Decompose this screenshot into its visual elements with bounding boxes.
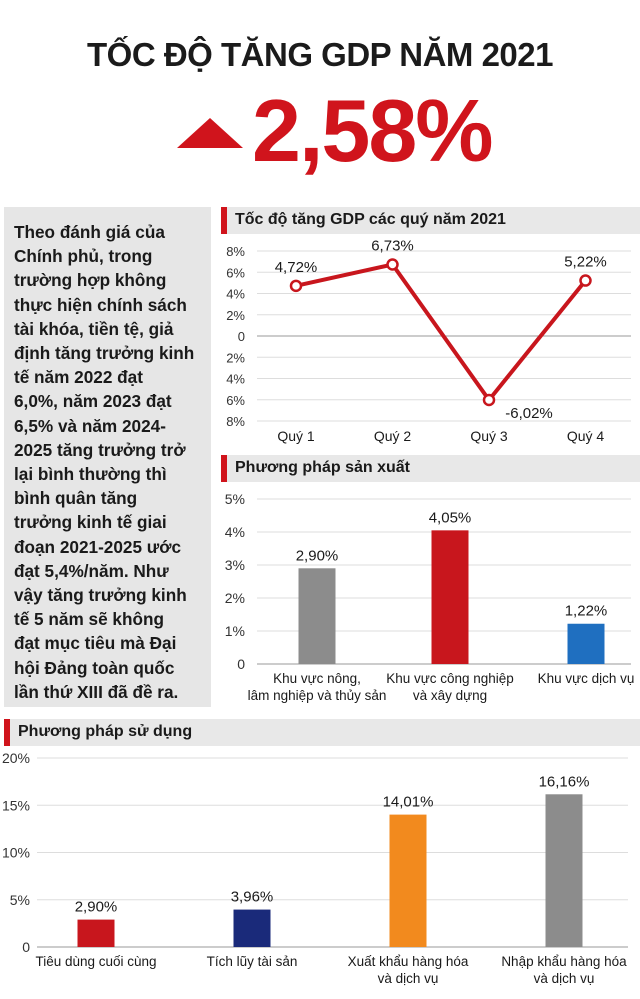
y-tick-label: 2%	[226, 308, 245, 323]
note-line: trường hợp không	[14, 270, 167, 291]
quarterly-line-chart: 8% 6% 4% 2% 0 2% 4% 6% 8% 4,72% Quý 1 6,73% Quý 2 -6,…	[226, 238, 631, 444]
y-tick-label: 5%	[225, 491, 245, 507]
note-line: lại bình thường thì	[14, 464, 167, 485]
y-tick-label: 6%	[226, 393, 245, 408]
data-label: 4,05%	[429, 509, 472, 526]
y-tick-label: 10%	[2, 845, 30, 861]
up-triangle-icon	[177, 118, 243, 148]
data-label: 16,16%	[539, 773, 590, 790]
bar	[567, 623, 605, 664]
note-line: hội Đảng toàn quốc	[14, 657, 175, 678]
note-line: thực hiện chính sách	[14, 294, 187, 315]
section-marker	[221, 455, 227, 482]
y-tick-label: 0	[22, 939, 30, 955]
data-point	[386, 258, 399, 271]
bar	[298, 568, 336, 664]
section-marker	[221, 207, 227, 234]
x-tick-label: và dịch vụ	[534, 971, 595, 986]
section-title-usage: Phương pháp sử dụng	[18, 723, 193, 740]
y-tick-label: 20%	[2, 750, 30, 766]
section-header-production: Phương pháp sản xuất	[221, 455, 640, 482]
note-line: vậy tăng trưởng kinh	[14, 585, 187, 606]
x-tick-label: lâm nghiệp và thủy sản	[248, 688, 387, 703]
note-line: đoạn 2021-2025 ước	[14, 536, 182, 557]
note-line: 6,5% và năm 2024-	[14, 415, 166, 436]
note-line: đạt mục tiêu mà Đại	[14, 633, 177, 654]
y-tick-label: 3%	[225, 557, 245, 573]
note-box	[4, 207, 211, 707]
bar	[389, 814, 427, 947]
y-tick-label: 8%	[226, 414, 245, 429]
x-tick-label: Nhập khẩu hàng hóa	[501, 954, 627, 969]
section-marker	[4, 719, 10, 746]
y-tick-label: 2%	[225, 590, 245, 606]
data-label: 2,90%	[296, 547, 339, 564]
note-line: 2025 tăng trưởng trở	[14, 439, 186, 460]
data-label: -6,02%	[505, 405, 553, 422]
data-label: 2,90%	[75, 899, 118, 916]
note-line: đạt 5,4%/năm. Như	[14, 560, 169, 581]
y-tick-label: 5%	[10, 892, 30, 908]
data-label: 14,01%	[383, 794, 434, 811]
x-tick-label: và xây dựng	[413, 688, 487, 703]
section-header-usage: Phương pháp sử dụng	[4, 719, 640, 746]
y-tick-label: 0	[237, 656, 245, 672]
data-label: 5,22%	[564, 254, 607, 271]
y-tick-label: 4%	[226, 372, 245, 387]
bar	[545, 794, 583, 947]
section-header-quarterly: Tốc độ tăng GDP các quý năm 2021	[221, 207, 640, 234]
x-tick-label: và dịch vụ	[378, 971, 439, 986]
x-tick-label: Khu vực công nghiệp	[386, 671, 514, 686]
x-tick-label: Quý 1	[277, 428, 315, 444]
data-label: 3,96%	[231, 889, 274, 906]
note-line: Chính phủ, trong	[14, 246, 153, 267]
usage-bar-chart: 0 5% 10% 15% 20% 2,90% Tiêu dùng cuối cùng 3,96…	[2, 750, 628, 986]
note-line: lần thứ XIII đã đề ra.	[14, 681, 179, 702]
note-line: tế năm 2022 đạt	[14, 367, 143, 388]
data-point	[482, 393, 496, 407]
x-tick-label: Tiêu dùng cuối cùng	[35, 954, 156, 969]
y-tick-label: 6%	[226, 265, 245, 280]
note-text: Theo đánh giá của Chính phủ, trong trường …	[14, 220, 204, 704]
note-line: Theo đánh giá của	[14, 222, 165, 242]
y-tick-label: 0	[238, 329, 245, 344]
note-line: bình quân tăng	[14, 488, 138, 509]
y-tick-label: 4%	[226, 287, 245, 302]
series-line	[295, 262, 588, 404]
page-title: TỐC ĐỘ TĂNG GDP NĂM 2021	[87, 36, 553, 73]
note-line: trưởng kinh tế giai	[14, 512, 167, 533]
section-title-quarterly: Tốc độ tăng GDP các quý năm 2021	[235, 211, 506, 228]
note-line: 6,0%, năm 2023 đạt	[14, 391, 172, 412]
y-tick-label: 2%	[226, 350, 245, 365]
y-tick-label: 4%	[225, 524, 245, 540]
production-bar-chart: 0 1% 2% 3% 4% 5% 2,90% Khu vực nông, lâm nghiệp …	[225, 491, 635, 703]
data-point	[579, 274, 592, 287]
y-tick-label: 1%	[225, 623, 245, 639]
note-line: tế 5 năm sẽ không	[14, 609, 164, 630]
data-label: 1,22%	[565, 603, 608, 620]
bar	[77, 919, 115, 947]
x-tick-label: Xuất khẩu hàng hóa	[348, 954, 469, 969]
y-tick-label: 15%	[2, 797, 30, 813]
x-tick-label: Quý 4	[567, 428, 605, 444]
x-tick-label: Khu vực nông,	[273, 671, 361, 686]
section-title-production: Phương pháp sản xuất	[235, 459, 410, 476]
note-line: định tăng trưởng kinh	[14, 343, 195, 364]
gdp-growth-value: 2,58%	[252, 81, 494, 180]
x-tick-label: Tích lũy tài sản	[207, 954, 298, 969]
note-line: tài khóa, tiền tệ, giả	[14, 318, 174, 339]
x-tick-label: Quý 2	[374, 428, 412, 444]
bar	[431, 530, 469, 664]
data-label: 4,72%	[275, 259, 318, 276]
data-label: 6,73%	[371, 238, 414, 254]
x-tick-label: Khu vực dịch vụ	[538, 671, 635, 686]
bar	[233, 909, 271, 947]
x-tick-label: Quý 3	[470, 428, 508, 444]
y-tick-label: 8%	[226, 244, 245, 259]
data-point	[289, 279, 303, 293]
